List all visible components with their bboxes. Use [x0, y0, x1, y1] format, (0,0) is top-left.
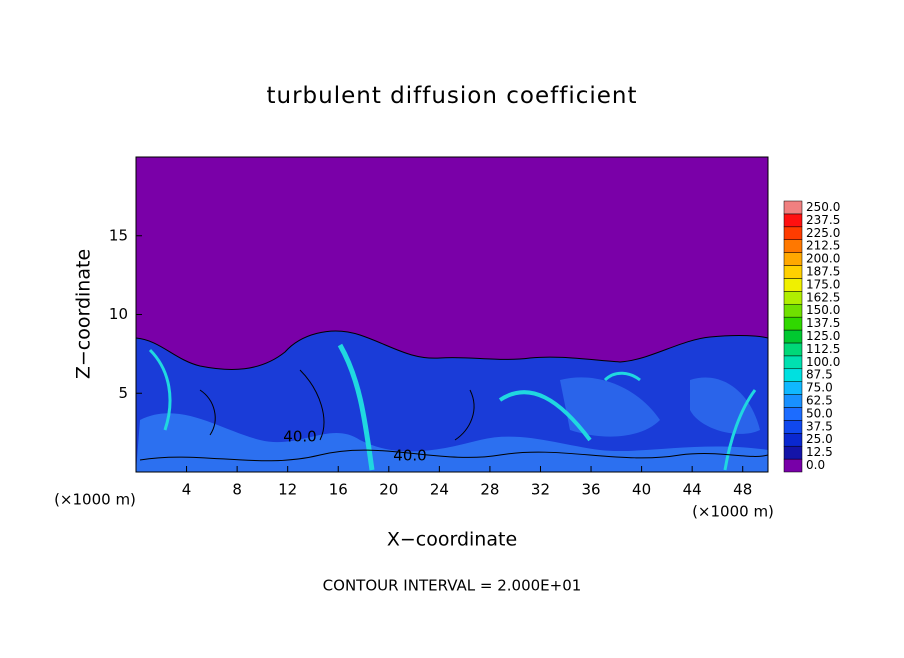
x-tick-label: 28 — [480, 481, 499, 499]
colorbar-swatch — [783, 200, 803, 215]
x-tick-label: 48 — [733, 481, 752, 499]
colorbar-swatch — [783, 252, 803, 266]
colorbar-label: 150.0 — [806, 303, 840, 317]
colorbar-swatch — [783, 278, 803, 292]
x-tick-label: 44 — [683, 481, 702, 499]
colorbar-swatch — [783, 420, 803, 434]
colorbar-swatch — [783, 458, 803, 473]
colorbar-swatch — [783, 303, 803, 318]
colorbar-label: 125.0 — [806, 329, 840, 343]
colorbar-label: 62.5 — [806, 394, 833, 408]
colorbar-label: 0.0 — [806, 458, 825, 472]
colorbar-swatch — [783, 368, 803, 382]
y-axis-title: Z−coordinate — [73, 249, 95, 379]
colorbar-label: 37.5 — [806, 419, 833, 433]
colorbar-swatch — [783, 445, 803, 460]
colorbar-swatch — [783, 342, 803, 357]
colorbar-swatch — [783, 316, 803, 331]
colorbar-swatch — [783, 226, 803, 240]
colorbar-label: 87.5 — [806, 368, 833, 382]
colorbar-label: 225.0 — [806, 226, 840, 240]
chart-title: turbulent diffusion coefficient — [266, 83, 637, 109]
footer-note: CONTOUR INTERVAL = 2.000E+01 — [323, 577, 582, 595]
colorbar-label: 250.0 — [806, 200, 840, 214]
colorbar-label: 137.5 — [806, 316, 840, 330]
colorbar-swatch — [783, 239, 803, 253]
y-tick-label: 5 — [118, 384, 128, 402]
x-tick-label: 8 — [232, 481, 242, 499]
contour-label: 40.0 — [283, 428, 316, 446]
x-tick-label: 16 — [329, 481, 348, 499]
colorbar-swatch — [783, 394, 803, 408]
contour-label: 40.0 — [393, 447, 426, 465]
colorbar-swatch — [783, 291, 803, 305]
colorbar-label: 162.5 — [806, 290, 840, 304]
x-unit-label: (×1000 m) — [692, 503, 774, 521]
colorbar-swatch — [783, 265, 803, 279]
colorbar-swatch — [783, 407, 803, 421]
x-tick-label: 24 — [430, 481, 449, 499]
contour-field — [136, 157, 768, 472]
colorbar-label: 187.5 — [806, 264, 840, 278]
colorbar-swatch — [783, 381, 803, 395]
colorbar-label: 200.0 — [806, 252, 840, 266]
x-tick-label: 32 — [531, 481, 550, 499]
colorbar-swatch — [783, 355, 803, 370]
colorbar-swatch — [783, 433, 803, 447]
colorbar-label: 12.5 — [806, 445, 833, 459]
colorbar-label: 100.0 — [806, 355, 840, 369]
x-tick-label: 20 — [379, 481, 398, 499]
y-tick-label: 15 — [109, 226, 128, 244]
x-unit-label: (×1000 m) — [54, 491, 136, 509]
x-tick-label: 12 — [278, 481, 297, 499]
x-tick-label: 4 — [182, 481, 192, 499]
colorbar-label: 175.0 — [806, 277, 840, 291]
colorbar-swatch — [783, 213, 803, 228]
colorbar-label: 212.5 — [806, 239, 840, 253]
colorbar-label: 112.5 — [806, 342, 840, 356]
colorbar-label: 25.0 — [806, 432, 833, 446]
colorbar-label: 237.5 — [806, 213, 840, 227]
colorbar-label: 50.0 — [806, 406, 833, 420]
colorbar-label: 75.0 — [806, 381, 833, 395]
x-tick-label: 36 — [581, 481, 600, 499]
x-tick-label: 40 — [632, 481, 651, 499]
y-tick-label: 10 — [109, 305, 128, 323]
colorbar-swatch — [783, 329, 803, 344]
x-axis-title: X−coordinate — [387, 529, 517, 551]
